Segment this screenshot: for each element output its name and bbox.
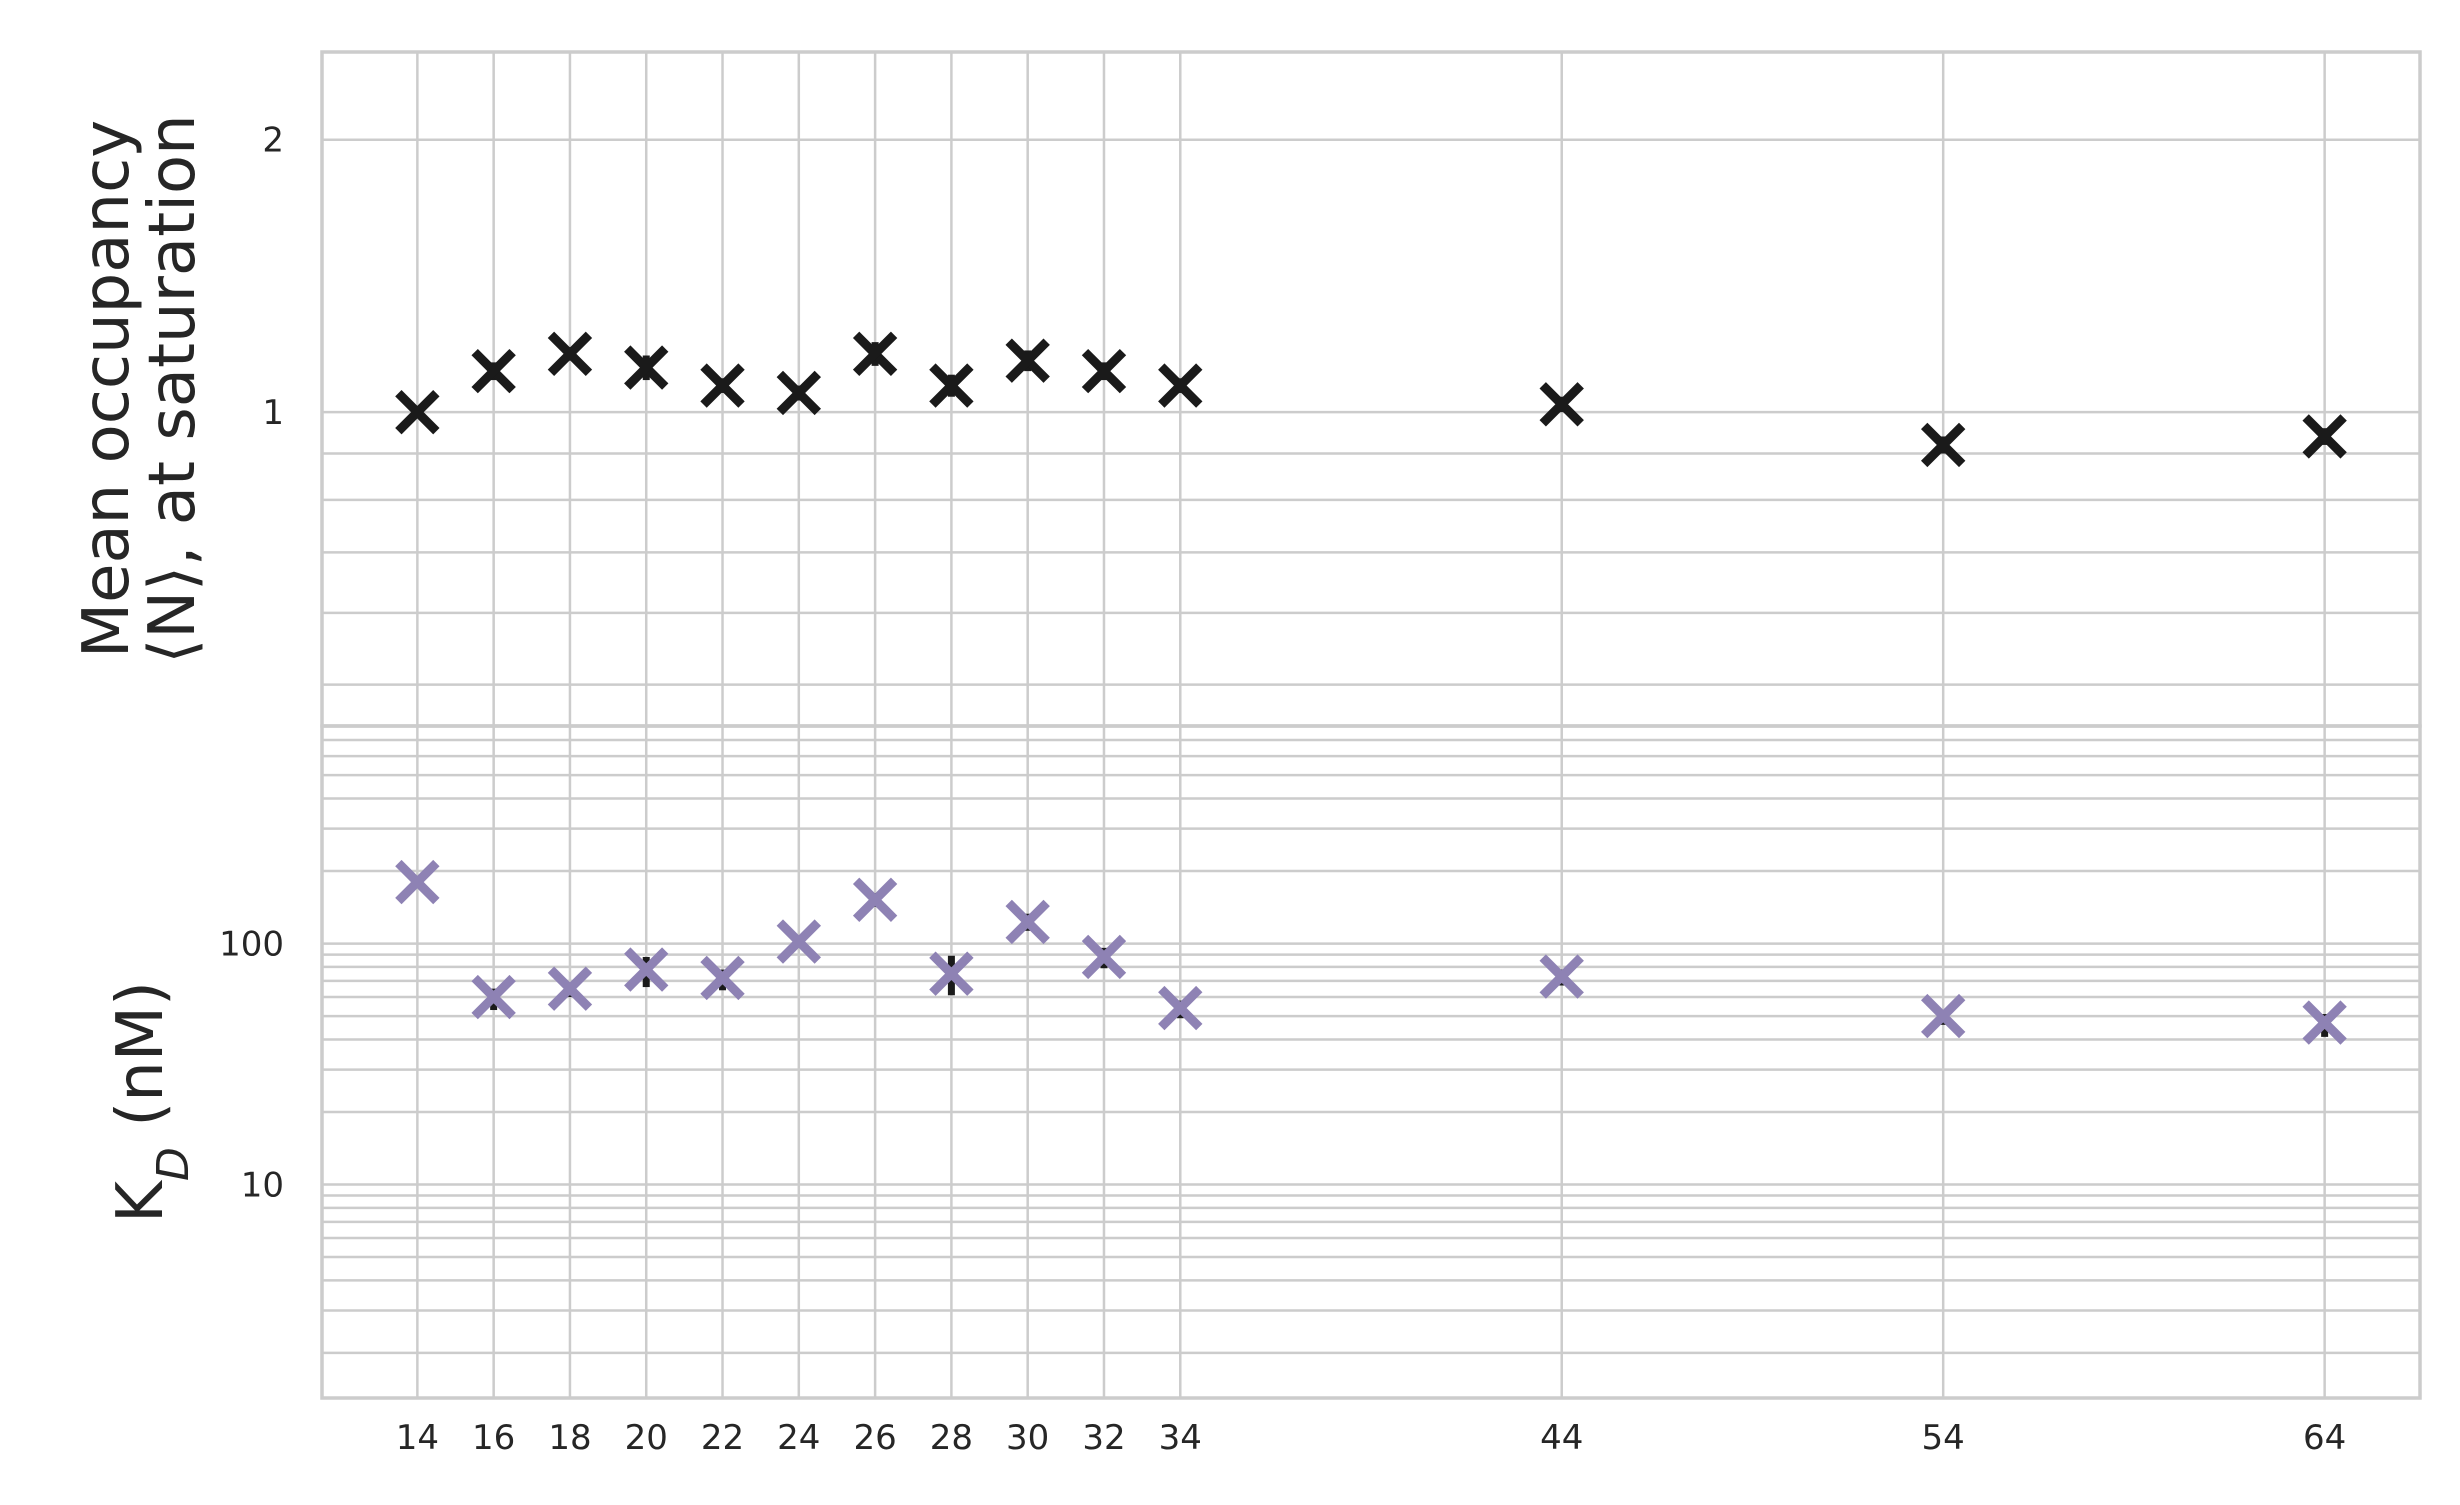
y-tick-label: 1 (262, 393, 284, 433)
x-tick-label: 14 (396, 1418, 439, 1458)
data-point-marker (929, 951, 974, 996)
x-tick-label: 44 (1540, 1418, 1583, 1458)
data-point-marker (1005, 338, 1050, 383)
frame-layer (320, 50, 2422, 1400)
x-tick-label: 20 (625, 1418, 668, 1458)
x-tick-label: 64 (2303, 1418, 2346, 1458)
data-point-marker (1158, 363, 1203, 408)
data-point-marker (624, 947, 669, 992)
y-axis-label-unit: (nM) (104, 981, 178, 1147)
data-point-marker (929, 363, 974, 408)
x-tick-label: 34 (1159, 1418, 1202, 1458)
data-point-marker (776, 919, 822, 964)
panel-frame (320, 50, 2422, 728)
x-tick-label: 30 (1006, 1418, 1049, 1458)
y-tick-label: 2 (262, 121, 284, 161)
data-layer (395, 331, 2347, 1045)
data-point-marker (471, 974, 516, 1020)
x-tick-label: 32 (1082, 1418, 1125, 1458)
data-point-marker (395, 859, 440, 905)
data-point-marker (547, 966, 593, 1011)
y-axis-label: Mean occupancy⟨N⟩, at saturation (70, 114, 210, 664)
data-point-marker (776, 370, 822, 416)
data-point-marker (700, 955, 745, 1001)
y-axis-label-line: ⟨N⟩, at saturation (136, 114, 210, 664)
data-point-marker (1158, 985, 1203, 1031)
x-tick-label: 24 (777, 1418, 820, 1458)
y-axis-label-line: Mean occupancy (70, 120, 144, 658)
data-point-marker (1539, 954, 1584, 999)
data-point-marker (471, 348, 516, 394)
y-tick-label: 100 (219, 925, 284, 965)
data-point-marker (2302, 1000, 2347, 1045)
data-point-marker (2302, 414, 2347, 459)
x-tick-label: 54 (1922, 1418, 1965, 1458)
data-point-marker (1081, 934, 1127, 980)
x-tick-label: 28 (930, 1418, 973, 1458)
data-point-marker (700, 363, 745, 408)
data-point-marker (852, 331, 898, 376)
x-tick-label: 16 (472, 1418, 515, 1458)
y-tick-label: 10 (241, 1166, 284, 1206)
panel-frame (320, 724, 2422, 1400)
data-point-marker (1539, 382, 1584, 427)
x-tick-label: 26 (853, 1418, 896, 1458)
data-point-marker (1920, 993, 1966, 1039)
data-point-marker (547, 331, 593, 376)
data-point-marker (1081, 348, 1127, 394)
data-point-marker (852, 877, 898, 922)
text-layer: 1 2 Mean occupancy⟨N⟩, at saturation 10 100 K… (70, 114, 2346, 1458)
data-point-marker (624, 345, 669, 390)
x-tick-label: 18 (548, 1418, 591, 1458)
y-axis-label-subscript: D (148, 1147, 199, 1181)
data-point-marker (395, 389, 440, 435)
x-tick-label: 22 (701, 1418, 744, 1458)
y-axis-label-main: K (104, 1179, 178, 1223)
y-axis-label: KD (nM) (104, 981, 199, 1223)
data-point-marker (1005, 899, 1050, 945)
data-point-marker (1920, 422, 1966, 468)
